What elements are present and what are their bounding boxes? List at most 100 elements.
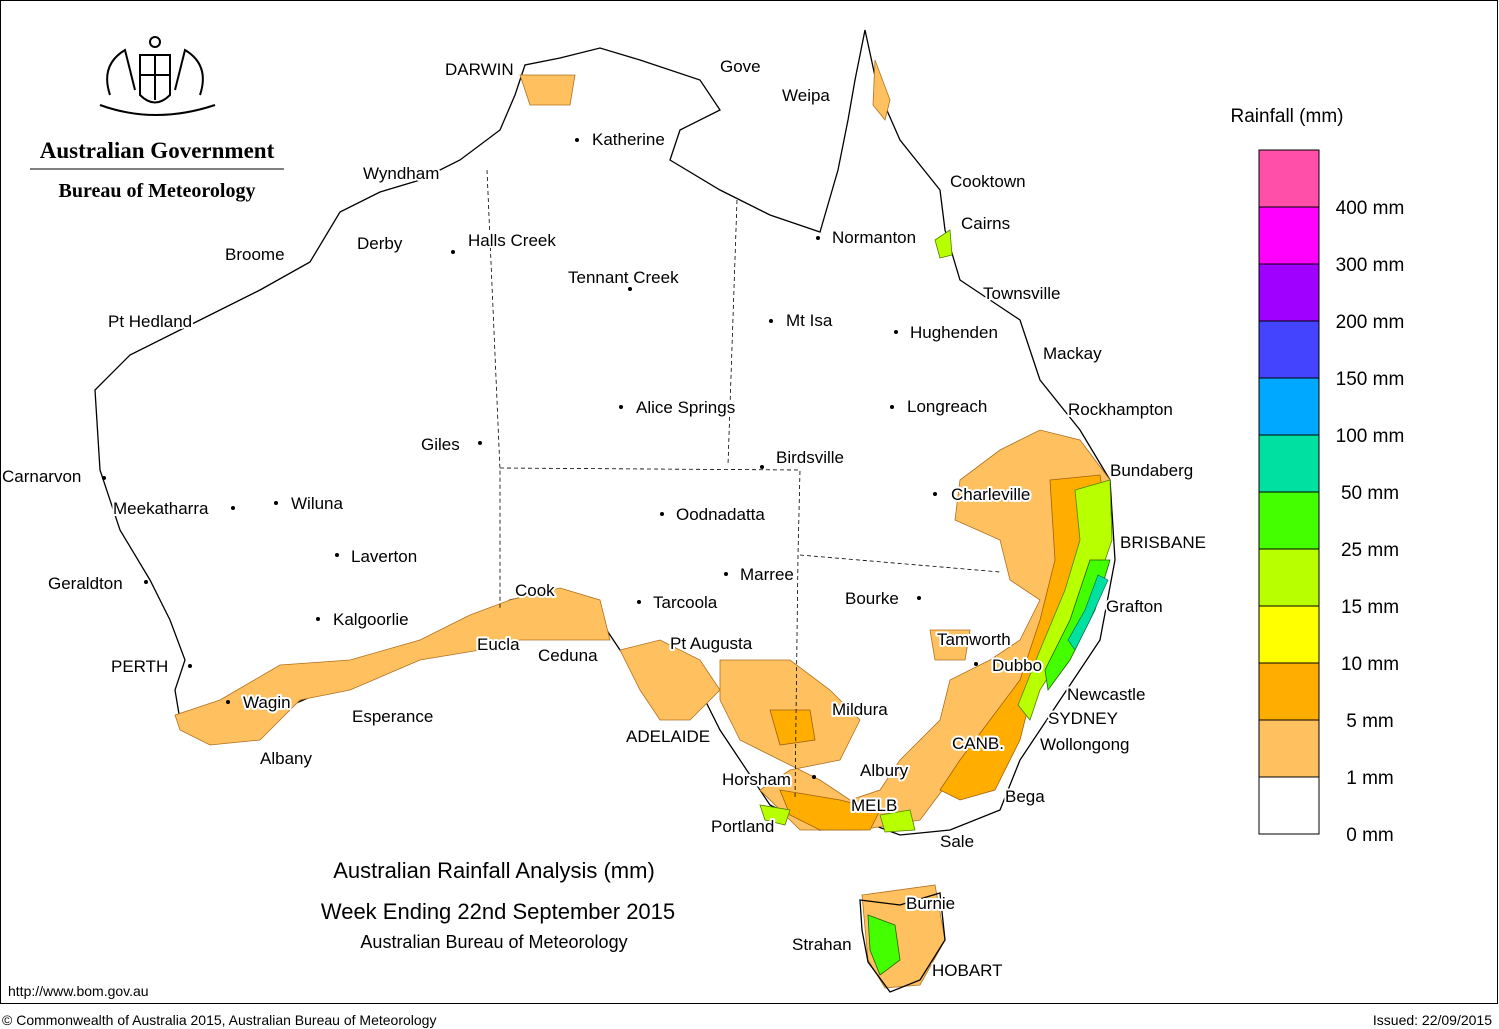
place-dot xyxy=(575,138,579,142)
legend-swatch xyxy=(1258,434,1320,493)
place-label: Sale xyxy=(940,832,974,851)
coat-of-arms xyxy=(99,36,216,116)
place-label: Oodnadatta xyxy=(676,505,765,524)
legend-swatch xyxy=(1258,377,1320,436)
place-dot xyxy=(478,441,482,445)
place-dot xyxy=(917,596,921,600)
legend-swatch xyxy=(1258,263,1320,322)
legend-label: 1 mm xyxy=(1346,768,1394,789)
place-label: Horsham xyxy=(722,770,791,789)
place-label: Esperance xyxy=(352,707,433,726)
tasmania xyxy=(859,892,946,993)
legend-swatch xyxy=(1258,662,1320,721)
legend-label: 400 mm xyxy=(1336,198,1405,219)
place-label: Bega xyxy=(1005,787,1045,806)
title-line1: Australian Rainfall Analysis (mm) xyxy=(333,858,655,883)
state-borders xyxy=(486,169,1001,801)
place-label: Kalgoorlie xyxy=(333,610,409,629)
place-dot xyxy=(226,700,230,704)
place-label: Longreach xyxy=(907,397,987,416)
legend-label: 5 mm xyxy=(1346,711,1394,732)
place-label: Tamworth xyxy=(937,630,1011,649)
bureau-name: Bureau of Meteorology xyxy=(58,180,255,202)
place-label: MELB xyxy=(851,796,897,815)
place-label: Burnie xyxy=(906,894,955,913)
place-label: Derby xyxy=(357,234,403,253)
place-label: Newcastle xyxy=(1067,685,1145,704)
place-label: Cook xyxy=(515,581,555,600)
legend-label: 15 mm xyxy=(1341,597,1399,618)
place-dot xyxy=(316,617,320,621)
place-dot xyxy=(769,319,773,323)
place-label: Normanton xyxy=(832,228,916,247)
legend-label: 300 mm xyxy=(1336,255,1405,276)
place-dot xyxy=(760,465,764,469)
place-dot xyxy=(974,662,978,666)
place-label: Mt Isa xyxy=(786,311,833,330)
legend-label: 50 mm xyxy=(1341,483,1399,504)
legend-swatch xyxy=(1258,206,1320,265)
place-label: Albany xyxy=(260,749,312,768)
place-label: Mackay xyxy=(1043,344,1102,363)
place-dot xyxy=(894,330,898,334)
place-label: Katherine xyxy=(592,130,665,149)
place-label: Wyndham xyxy=(363,164,439,183)
place-label: Tarcoola xyxy=(653,593,718,612)
legend-label: 200 mm xyxy=(1336,312,1405,333)
place-label: Cooktown xyxy=(950,172,1026,191)
place-label: Mildura xyxy=(832,700,888,719)
place-label: Alice Springs xyxy=(636,398,735,417)
gov-name: Australian Government xyxy=(40,138,275,163)
place-label: Ceduna xyxy=(538,646,598,665)
place-dot xyxy=(188,664,192,668)
legend-swatch xyxy=(1258,491,1320,550)
place-label: Weipa xyxy=(782,86,830,105)
place-dot xyxy=(102,476,106,480)
place-label: Giles xyxy=(421,435,460,454)
copyright: © Commonwealth of Australia 2015, Austra… xyxy=(2,1012,436,1028)
place-label: CANB. xyxy=(952,734,1004,753)
place-dot xyxy=(933,492,937,496)
place-label: Pt Augusta xyxy=(670,634,753,653)
place-label: Cairns xyxy=(961,214,1010,233)
place-label: Marree xyxy=(740,565,794,584)
legend-label: 10 mm xyxy=(1341,654,1399,675)
place-label: Tennant Creek xyxy=(568,268,679,287)
place-dot xyxy=(637,600,641,604)
place-label: Portland xyxy=(711,817,774,836)
legend-swatch xyxy=(1258,149,1320,208)
title-line3: Australian Bureau of Meteorology xyxy=(360,932,627,952)
legend-label: 0 mm xyxy=(1346,825,1394,846)
place-label: Charleville xyxy=(951,485,1030,504)
place-dot xyxy=(451,250,455,254)
place-label: Wollongong xyxy=(1040,735,1129,754)
place-label: Strahan xyxy=(792,935,852,954)
legend-label: 150 mm xyxy=(1336,369,1405,390)
place-label: Albury xyxy=(860,761,909,780)
legend-swatch xyxy=(1258,320,1320,379)
place-label: Bourke xyxy=(845,589,899,608)
place-label: Pt Hedland xyxy=(108,312,192,331)
rain-10-25mm xyxy=(759,229,1113,833)
place-dot xyxy=(812,775,816,779)
place-label: Wagin xyxy=(243,693,291,712)
issued: Issued: 22/09/2015 xyxy=(1373,1012,1492,1028)
place-label: Meekatharra xyxy=(113,499,209,518)
place-label: DARWIN xyxy=(445,60,514,79)
place-dot xyxy=(144,580,148,584)
place-label: Dubbo xyxy=(992,656,1042,675)
title-line2: Week Ending 22nd September 2015 xyxy=(321,899,675,924)
rain-50mm xyxy=(1067,574,1109,651)
legend-swatch xyxy=(1258,719,1320,778)
place-label: Wiluna xyxy=(291,494,344,513)
place-dot xyxy=(890,405,894,409)
place-label: Hughenden xyxy=(910,323,998,342)
place-dot xyxy=(274,501,278,505)
place-label: ADELAIDE xyxy=(626,727,710,746)
place-label: Eucla xyxy=(477,635,520,654)
place-label: Geraldton xyxy=(48,574,123,593)
place-dot xyxy=(335,553,339,557)
place-dot xyxy=(231,506,235,510)
place-dot xyxy=(816,236,820,240)
